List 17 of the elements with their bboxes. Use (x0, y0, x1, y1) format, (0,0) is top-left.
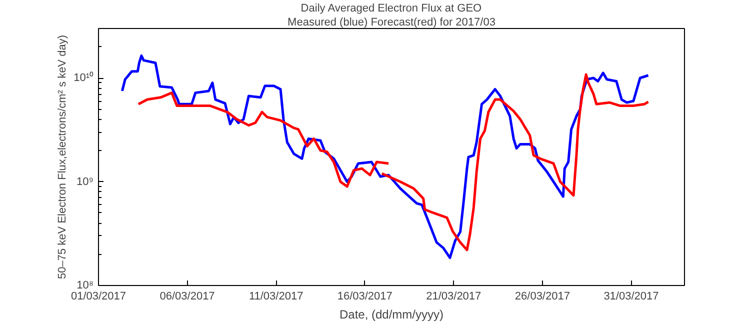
y-tick-label: 10⁹ (76, 176, 94, 188)
line-series (120, 54, 650, 260)
y-tick-label: 10¹⁰ (74, 71, 94, 84)
y-axis-title: 50–75 keV Electron Flux,electrons/cm² s keV day) (56, 35, 69, 279)
x-tick-label: 21/03/2017 (426, 290, 482, 302)
x-tick-label: 31/03/2017 (604, 290, 659, 302)
x-tick-label: 16/03/2017 (337, 290, 392, 302)
chart-subtitle: Measured (blue) Forecast(red) for 2017/03 (288, 16, 496, 28)
line-series (137, 92, 390, 188)
x-tick-label: 11/03/2017 (248, 290, 304, 302)
chart-title: Daily Averaged Electron Flux at GEO (300, 2, 482, 14)
x-axis-title: Date, (dd/mm/yyyy) (339, 308, 444, 322)
x-tick-label: 26/03/2017 (514, 290, 570, 302)
x-tick-label: 06/03/2017 (160, 290, 215, 302)
line-series (380, 73, 650, 252)
y-tick-label: 10⁸ (76, 280, 94, 292)
x-tick-label: 01/03/2017 (70, 290, 126, 302)
